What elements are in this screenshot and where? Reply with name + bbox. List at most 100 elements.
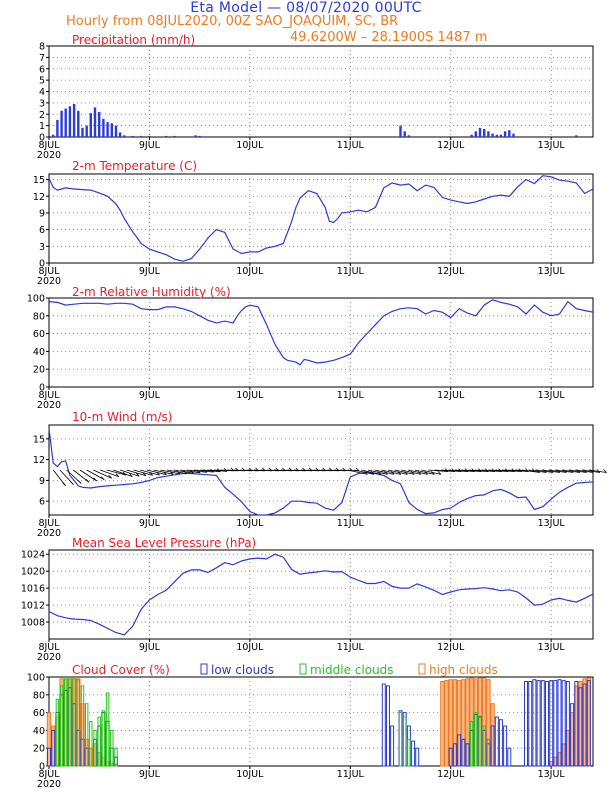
x-tick-label: 10JUL <box>236 390 264 401</box>
middle-cloud-bar <box>398 712 403 767</box>
wind-barb <box>454 469 475 472</box>
middle-cloud-bar <box>114 747 118 767</box>
low-cloud-bar <box>578 687 583 767</box>
low-cloud-bar <box>557 679 562 767</box>
low-cloud-bar <box>465 743 470 767</box>
wind-barb-flag <box>603 469 607 473</box>
wind-barb <box>414 469 435 475</box>
y-tick-label: 20 <box>33 744 45 755</box>
middle-cloud-bar <box>403 716 407 767</box>
x-tick-label: 11JUL <box>337 266 365 277</box>
wind-barb-flag <box>108 474 112 479</box>
x-tick-year: 2020 <box>37 652 61 663</box>
precip-bar <box>165 135 168 137</box>
middle-cloud-bar <box>482 725 486 767</box>
cloud-legend: low clouds middle clouds high clouds <box>200 663 498 677</box>
panel-title-cloud: Cloud Cover (%) <box>72 663 170 677</box>
x-tick-label: 10JUL <box>236 518 264 529</box>
precip-bar <box>399 125 402 137</box>
low-cloud-bar <box>494 716 499 767</box>
x-tick-label: 9JUL <box>139 518 161 529</box>
wind-barb <box>173 469 194 474</box>
precip-bar <box>575 135 578 137</box>
wind-barb <box>561 469 580 473</box>
precip-bar <box>148 135 151 137</box>
precip-bar <box>194 135 197 137</box>
high-cloud-bar <box>444 680 449 767</box>
x-tick-label: 12JUL <box>437 769 465 780</box>
precip-bar <box>98 112 101 137</box>
wind-barb <box>407 469 428 475</box>
legend-label-low: low clouds <box>211 663 274 677</box>
wind-barb <box>588 469 607 473</box>
wind-barb <box>387 469 408 475</box>
low-cloud-bar <box>452 743 457 767</box>
x-tick-year: 2020 <box>37 150 61 161</box>
x-tick-label: 9JUL <box>139 642 161 653</box>
low-cloud-bar <box>47 747 51 767</box>
precip-bar <box>106 122 109 137</box>
low-cloud-bar <box>553 680 558 767</box>
x-tick-label: 9JUL <box>139 769 161 780</box>
precip-bar <box>102 118 105 137</box>
plot-frame <box>48 297 594 388</box>
low-cloud-bar <box>51 729 56 767</box>
low-cloud-bar <box>536 680 541 767</box>
y-tick-label: 8 <box>39 42 45 53</box>
x-tick-label: 9JUL <box>139 390 161 401</box>
series-line-mslp <box>48 553 594 636</box>
precip-bar <box>131 135 134 137</box>
wind-barb-flag <box>142 472 147 477</box>
legend-label-high: high clouds <box>429 663 498 677</box>
wind-barb <box>401 469 421 475</box>
middle-cloud-bar <box>101 710 106 767</box>
precip-bar <box>495 134 498 137</box>
precip-bar <box>508 130 511 137</box>
y-tick-label: 40 <box>33 726 45 737</box>
precip-bar <box>503 131 507 137</box>
panel-title-temp: 2-m Temperature (C) <box>72 159 197 173</box>
legend-swatch-high <box>418 663 426 675</box>
wind-barb <box>140 469 160 476</box>
panel-title-precip: Precipitation (mm/h) <box>72 33 195 47</box>
middle-cloud-bar <box>76 679 80 767</box>
low-cloud-bar <box>561 680 566 767</box>
station-coordinates: 49.6200W – 28.1900S 1487 m <box>290 30 488 45</box>
middle-cloud-bar <box>486 738 491 767</box>
middle-cloud-bar <box>469 721 474 767</box>
wind-barb-flag <box>135 472 140 477</box>
precip-bar <box>139 135 143 137</box>
wind-barb-flag <box>115 473 120 477</box>
wind-barb <box>521 469 540 473</box>
y-tick-label: 4 <box>39 87 45 98</box>
low-cloud-bar <box>565 681 570 767</box>
wind-barb <box>207 469 228 472</box>
y-tick-label: 3 <box>39 98 45 109</box>
precip-bar <box>478 127 482 137</box>
x-tick-label: 9JUL <box>139 140 161 151</box>
y-tick-label: 80 <box>33 311 45 322</box>
y-tick-label: 12 <box>33 192 45 203</box>
wind-barb <box>166 469 187 474</box>
y-tick-label: 1008 <box>21 618 45 629</box>
y-tick-label: 15 <box>33 175 45 186</box>
x-tick-label: 11JUL <box>337 140 365 151</box>
middle-cloud-bar <box>478 715 482 767</box>
wind-barb <box>535 469 554 473</box>
precip-bar <box>60 110 63 137</box>
series-line-temp <box>48 175 594 262</box>
precip-bar <box>487 131 490 137</box>
wind-barb-flag <box>78 480 82 484</box>
wind-barb-flag <box>355 467 360 472</box>
x-tick-label: 13JUL <box>538 390 566 401</box>
precip-bar <box>110 123 113 137</box>
y-tick-label: 9 <box>39 476 45 487</box>
legend-swatch-low <box>200 663 208 675</box>
y-tick-label: 80 <box>33 690 45 701</box>
y-tick-label: 6 <box>39 225 45 236</box>
precip-bar <box>123 135 126 137</box>
x-tick-label: 13JUL <box>538 642 566 653</box>
y-tick-label: 100 <box>27 673 45 684</box>
x-tick-label: 10JUL <box>236 266 264 277</box>
low-cloud-bar <box>528 681 533 767</box>
